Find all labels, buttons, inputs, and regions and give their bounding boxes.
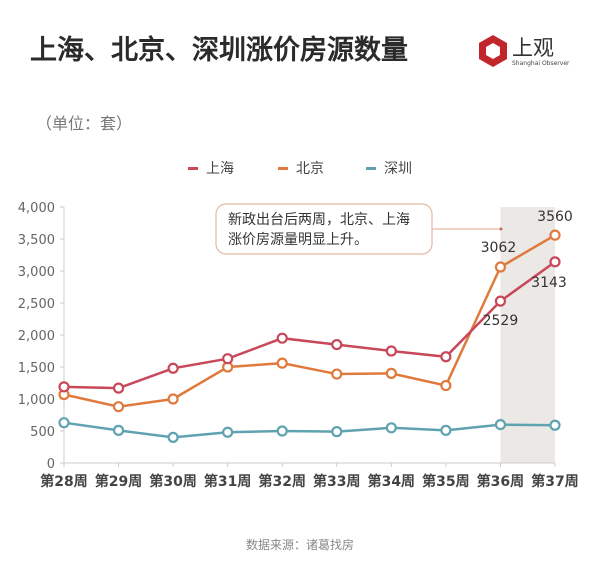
data-point <box>549 419 561 431</box>
logo-hexagon-icon <box>479 35 507 67</box>
data-point <box>167 362 179 374</box>
data-point <box>385 422 397 434</box>
y-tick-label: 1,000 <box>18 393 55 408</box>
series-lines <box>58 229 561 443</box>
legend-label: 北京 <box>296 161 324 177</box>
x-tick-label: 第37周 <box>531 473 578 490</box>
data-point <box>494 295 507 307</box>
y-tick-label: 3,000 <box>18 265 55 280</box>
y-tick-label: 0 <box>47 457 55 472</box>
x-tick-label: 第29周 <box>95 473 142 490</box>
x-tick-label: 第31周 <box>204 473 251 490</box>
data-point <box>167 393 179 405</box>
x-tick-label: 第35周 <box>422 473 469 490</box>
legend-swatch <box>278 166 288 170</box>
annotation-line2: 涨价房源量明显上升。 <box>228 232 368 248</box>
y-tick-label: 2,000 <box>18 329 55 344</box>
data-point <box>331 426 343 438</box>
data-point <box>440 379 452 392</box>
legend-swatch <box>366 166 376 170</box>
data-point <box>276 425 288 437</box>
x-tick-label: 第34周 <box>368 473 415 490</box>
data-point <box>440 424 452 436</box>
x-tick-label: 第30周 <box>149 473 196 490</box>
data-point <box>222 353 234 365</box>
legend-swatch <box>188 166 198 170</box>
y-tick-label: 500 <box>30 425 55 440</box>
y-tick-label: 4,000 <box>18 201 55 216</box>
data-label: 2529 <box>483 313 519 329</box>
logo-subtitle: Shanghai Observer <box>512 60 570 67</box>
logo: 上观 Shanghai Observer <box>476 34 586 74</box>
axes: 0 500 1,000 1,500 2,000 2,500 3,000 3,500 4,000 第… <box>18 201 579 490</box>
chart-title: 上海、北京、深圳涨价房源数量 <box>30 35 408 66</box>
data-point <box>112 401 125 413</box>
legend-label: 深圳 <box>384 161 412 177</box>
data-labels: 3062 3560 2529 3143 <box>481 209 573 329</box>
data-point <box>331 368 343 380</box>
annotation: 新政出台后两周，北京、上海 涨价房源量明显上升。 <box>215 203 503 255</box>
data-point <box>385 367 397 379</box>
data-point <box>222 426 234 438</box>
x-tick-label: 第33周 <box>313 473 360 490</box>
data-point <box>58 417 70 429</box>
legend-label: 上海 <box>206 161 234 177</box>
unit-label: （单位：套） <box>36 114 133 133</box>
series-深圳 <box>58 417 561 443</box>
y-tick-label: 1,500 <box>18 361 55 376</box>
data-label: 3560 <box>537 209 573 225</box>
data-point <box>385 345 397 357</box>
logo-text: 上观 <box>512 36 554 60</box>
series-上海 <box>58 256 561 394</box>
data-point <box>494 261 507 273</box>
legend-item-shenzhen: 深圳 <box>366 158 412 178</box>
data-point <box>58 381 70 393</box>
x-tick-label: 第32周 <box>258 473 305 490</box>
data-source: 数据来源：诸葛找房 <box>245 538 354 552</box>
data-point <box>276 357 288 369</box>
y-tick-label: 2,500 <box>18 297 55 312</box>
data-point <box>549 256 561 268</box>
data-point <box>167 431 179 443</box>
data-point <box>112 424 125 436</box>
data-point <box>494 419 507 431</box>
data-label: 3062 <box>481 240 517 256</box>
data-point <box>276 332 288 344</box>
data-point <box>549 229 561 241</box>
legend-item-beijing: 北京 <box>278 158 324 178</box>
data-label: 3143 <box>531 275 567 291</box>
y-tick-label: 3,500 <box>18 233 55 248</box>
annotation-line1: 新政出台后两周，北京、上海 <box>228 212 410 228</box>
data-point <box>112 382 125 394</box>
data-point <box>331 339 343 351</box>
data-point <box>440 351 452 363</box>
x-tick-label: 第28周 <box>40 473 87 490</box>
legend-item-shanghai: 上海 <box>188 158 234 178</box>
x-tick-label: 第36周 <box>477 473 524 490</box>
